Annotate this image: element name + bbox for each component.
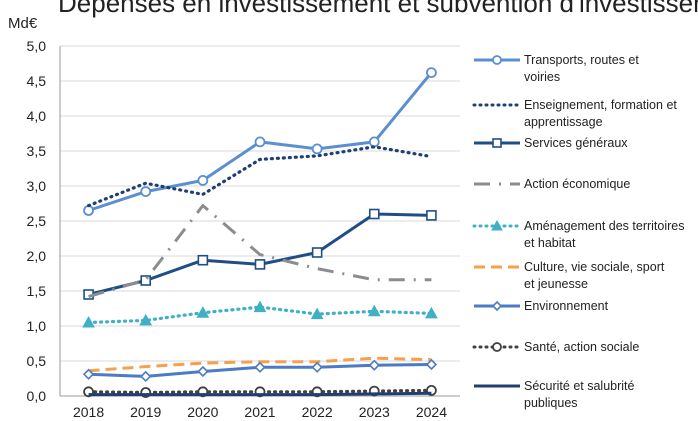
data-point xyxy=(492,342,502,352)
legend-item: Transports, routes et voiries xyxy=(474,53,639,84)
x-tick-label: 2020 xyxy=(187,404,218,420)
data-point xyxy=(425,306,438,319)
legend-item: Enseignement, formation et apprentissage xyxy=(472,98,677,129)
series-path xyxy=(86,145,434,208)
y-tick-label: 0,0 xyxy=(27,388,47,404)
data-point xyxy=(492,55,502,65)
series-line xyxy=(88,391,432,397)
x-tick-label: 2022 xyxy=(302,404,333,420)
legend-label: Santé, action sociale xyxy=(524,340,639,354)
y-tick-label: 2,5 xyxy=(27,213,47,229)
data-point xyxy=(368,208,380,220)
series-line xyxy=(88,204,432,299)
x-tick-label: 2023 xyxy=(359,404,390,420)
data-point xyxy=(426,67,437,78)
data-point xyxy=(492,138,502,148)
legend-label: Environnement xyxy=(524,299,609,313)
data-point xyxy=(254,259,266,270)
data-point xyxy=(83,205,94,216)
legend-item: Culture, vie sociale, sport et jeunesse xyxy=(474,260,665,291)
legend-label: Culture, vie sociale, sport et jeunesse xyxy=(524,260,665,291)
legend-item: Environnement xyxy=(474,299,609,313)
legend-item: Action économique xyxy=(474,177,630,191)
data-point xyxy=(140,186,152,198)
y-tick-label: 0,5 xyxy=(27,353,47,369)
series-line xyxy=(83,67,437,216)
data-point xyxy=(197,174,209,186)
x-tick-label: 2024 xyxy=(416,404,447,420)
legend-item: Santé, action sociale xyxy=(472,340,639,354)
data-point xyxy=(197,254,209,266)
data-point xyxy=(368,136,380,148)
gridlines xyxy=(59,45,460,397)
data-point xyxy=(491,300,503,312)
legend-item: Services généraux xyxy=(474,136,628,150)
x-tick-label: 2018 xyxy=(73,404,104,420)
legend-label: Enseignement, formation et apprentissage xyxy=(524,98,677,129)
y-tick-label: 3,0 xyxy=(27,178,47,194)
data-point xyxy=(196,306,210,318)
x-tick-label: 2019 xyxy=(130,404,161,420)
legend-label: Action économique xyxy=(524,177,630,191)
data-point xyxy=(140,275,152,286)
data-point xyxy=(254,361,266,373)
data-point xyxy=(311,361,323,373)
data-point xyxy=(368,359,380,371)
x-axis-ticks: 2018 2019 2020 2021 2022 2023 2024 xyxy=(73,404,447,420)
y-axis-ticks: 0,0 0,5 1,0 1,5 2,0 2,5 3,0 3,5 4,0 4,5 5,0 xyxy=(27,38,47,404)
data-point xyxy=(197,365,209,378)
data-point xyxy=(425,358,438,371)
legend-label: Aménagement des territoires et habitat xyxy=(524,219,685,250)
legend-label: Sécurité et salubrité publiques xyxy=(524,379,635,410)
data-point xyxy=(253,300,267,313)
data-point xyxy=(254,136,266,148)
y-tick-label: 4,0 xyxy=(27,108,47,124)
series-line xyxy=(83,208,437,300)
data-point xyxy=(140,370,152,383)
data-point xyxy=(139,313,153,326)
series-line xyxy=(82,300,438,328)
y-tick-label: 5,0 xyxy=(27,38,47,54)
y-tick-label: 1,5 xyxy=(27,283,47,299)
legend-item: Aménagement des territoires et habitat xyxy=(472,219,685,250)
y-axis-unit-label: Md€ xyxy=(8,15,38,32)
data-point xyxy=(82,368,95,380)
series-path xyxy=(88,204,432,299)
y-tick-label: 3,5 xyxy=(27,143,47,159)
data-point xyxy=(310,307,324,320)
data-point xyxy=(311,143,323,155)
legend: Transports, routes et voiries Enseignement… xyxy=(472,53,685,410)
series-line xyxy=(82,358,438,383)
data-point xyxy=(311,247,323,258)
x-tick-label: 2021 xyxy=(244,404,275,420)
data-point xyxy=(82,315,95,328)
y-tick-label: 2,0 xyxy=(27,248,47,264)
series-lines xyxy=(82,67,438,398)
y-tick-label: 4,5 xyxy=(27,73,47,89)
legend-item: Sécurité et salubrité publiques xyxy=(474,379,635,410)
series-line xyxy=(86,145,434,208)
series-path xyxy=(88,391,432,397)
y-tick-label: 1,0 xyxy=(27,318,47,334)
legend-label: Transports, routes et voiries xyxy=(524,53,639,84)
data-point xyxy=(367,304,381,317)
chart-title-fragment: Dépenses en investissement et subvention… xyxy=(58,0,698,18)
legend-label: Services généraux xyxy=(524,136,628,150)
data-point xyxy=(426,210,437,221)
data-point xyxy=(491,219,503,231)
